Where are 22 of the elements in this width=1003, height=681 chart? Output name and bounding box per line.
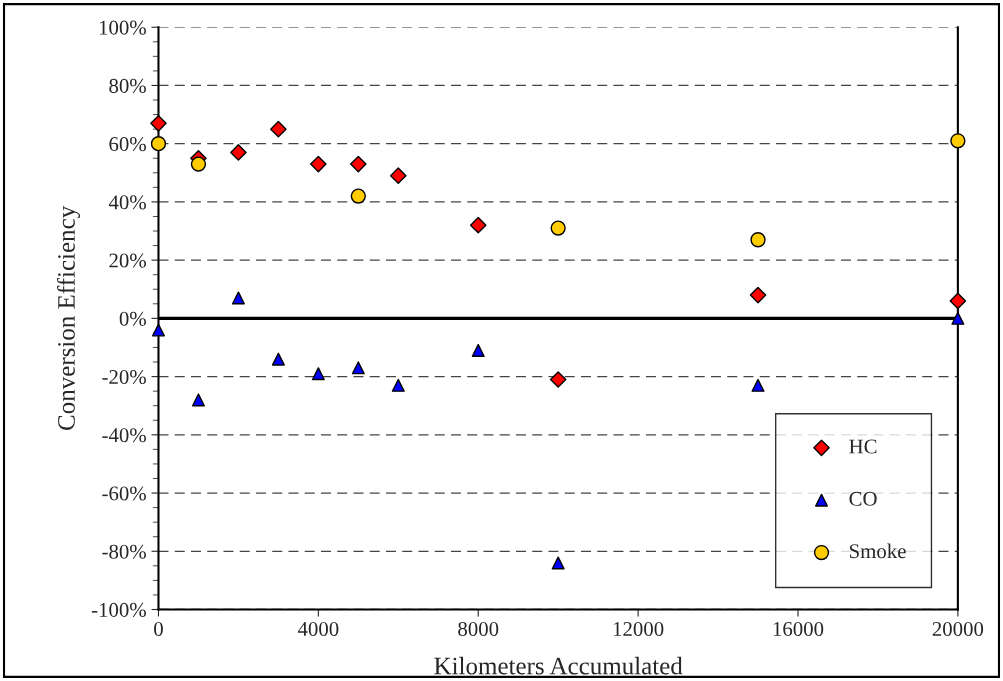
y-tick-label: 100% (99, 20, 146, 35)
x-tick-label: 20000 (932, 621, 984, 636)
y-tick-label: -40% (102, 428, 146, 443)
y-tick-label: -80% (102, 544, 146, 559)
legend-label: CO (849, 491, 877, 506)
x-tick-label: 0 (154, 621, 163, 636)
x-axis-title: Kilometers Accumulated (434, 656, 683, 675)
y-tick-label: 60% (109, 137, 146, 152)
x-tick-label: 16000 (773, 621, 824, 636)
y-tick-label: 80% (109, 78, 146, 93)
y-tick-label: -100% (91, 602, 146, 617)
y-tick-label: 20% (109, 253, 146, 268)
legend-label: HC (849, 439, 877, 454)
y-tick-label: 0% (119, 311, 146, 326)
y-tick-label: 40% (108, 195, 146, 210)
x-tick-label: 8000 (458, 621, 499, 636)
x-tick-label: 4000 (297, 621, 339, 636)
x-tick-label: 12000 (613, 621, 664, 636)
y-tick-label: -60% (102, 486, 146, 501)
y-tick-label: -20% (102, 369, 146, 385)
y-axis-title: Conversion Efficiency (57, 205, 81, 430)
legend-label: Smoke (849, 543, 906, 559)
